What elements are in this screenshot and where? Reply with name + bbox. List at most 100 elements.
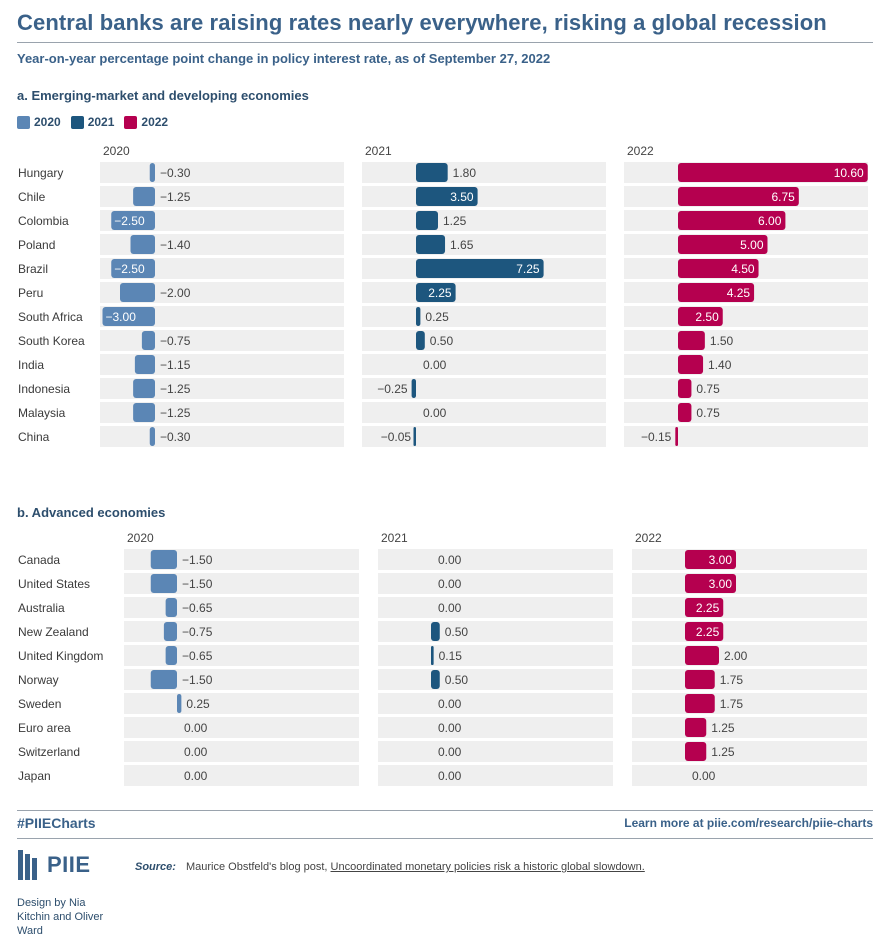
adv-data-label-2020-japan: 0.00 — [184, 769, 208, 783]
adv-bar-2022-united-kingdom — [685, 646, 719, 665]
source-link[interactable]: Uncoordinated monetary policies risk a h… — [330, 861, 645, 873]
adv-data-label-2020-norway: −1.50 — [182, 673, 213, 687]
adv-row-bg-2022-canada — [632, 549, 867, 570]
legend: 2020 2021 2022 — [17, 115, 168, 129]
adv-bar-2020-united-kingdom — [165, 646, 177, 665]
em-row-bg-2021-hungary — [362, 162, 606, 183]
adv-row-bg-2022-australia — [632, 597, 867, 618]
em-bar-2020-south-africa — [102, 307, 155, 326]
chart-title: Central banks are raising rates nearly e… — [17, 10, 827, 35]
em-bar-2021-colombia — [416, 211, 438, 230]
adv-row-label-euro-area: Euro area — [18, 721, 71, 735]
adv-bar-2022-australia — [685, 598, 724, 617]
adv-data-label-2020-australia: −0.65 — [182, 601, 213, 615]
em-data-label-2022-india: 1.40 — [708, 358, 732, 372]
em-data-label-2021-brazil: 7.25 — [516, 262, 540, 276]
em-data-label-2022-colombia: 6.00 — [758, 214, 782, 228]
em-row-label-hungary: Hungary — [18, 166, 63, 180]
em-bar-2021-china — [413, 427, 416, 446]
em-bar-2022-china — [675, 427, 678, 446]
em-column-header-2020: 2020 — [103, 144, 130, 158]
em-data-label-2021-indonesia: −0.25 — [377, 382, 408, 396]
adv-data-label-2022-united-states: 3.00 — [709, 577, 733, 591]
em-row-label-china: China — [18, 430, 50, 444]
em-row-bg-2020-south-africa — [100, 306, 344, 327]
em-row-bg-2022-malaysia — [624, 402, 868, 423]
adv-row-bg-2022-switzerland — [632, 741, 867, 762]
em-row-bg-2022-india — [624, 354, 868, 375]
em-data-label-2020-peru: −2.00 — [160, 286, 191, 300]
em-data-label-2020-south-korea: −0.75 — [160, 334, 191, 348]
em-row-bg-2020-hungary — [100, 162, 344, 183]
em-bar-2022-india — [678, 355, 704, 374]
adv-data-label-2021-canada: 0.00 — [438, 553, 462, 567]
adv-data-label-2022-new-zealand: 2.25 — [696, 625, 720, 639]
em-data-label-2020-poland: −1.40 — [160, 238, 191, 252]
learn-more-link[interactable]: Learn more at piie.com/research/piie-cha… — [624, 816, 873, 830]
em-data-label-2022-china: −0.15 — [641, 430, 672, 444]
em-row-bg-2022-china — [624, 426, 868, 447]
adv-bar-2020-canada — [150, 550, 177, 569]
adv-row-bg-2020-euro-area — [124, 717, 359, 738]
legend-swatch-2022 — [124, 115, 138, 129]
adv-row-bg-2022-sweden — [632, 693, 867, 714]
em-row-bg-2021-india — [362, 354, 606, 375]
em-bar-2022-south-korea — [678, 331, 705, 350]
source-line: Source: Maurice Obstfeld's blog post, Unc… — [135, 861, 645, 873]
legend-label-2022: 2022 — [141, 115, 169, 129]
em-bar-2021-hungary — [416, 163, 448, 182]
adv-column-header-2022: 2022 — [635, 531, 662, 545]
em-bar-2020-south-korea — [141, 331, 155, 350]
em-data-label-2022-poland: 5.00 — [740, 238, 764, 252]
adv-row-bg-2022-new-zealand — [632, 621, 867, 642]
em-row-label-peru: Peru — [18, 286, 43, 300]
adv-data-label-2020-switzerland: 0.00 — [184, 745, 208, 759]
panel-a-title: a. Emerging-market and developing econom… — [17, 88, 309, 103]
adv-data-label-2022-euro-area: 1.25 — [711, 721, 735, 735]
em-column-header-2022: 2022 — [627, 144, 654, 158]
em-bar-2022-south-africa — [678, 307, 723, 326]
em-row-bg-2020-peru — [100, 282, 344, 303]
adv-row-bg-2020-australia — [124, 597, 359, 618]
adv-row-label-switzerland: Switzerland — [18, 745, 80, 759]
em-row-bg-2022-south-africa — [624, 306, 868, 327]
em-row-bg-2020-malaysia — [100, 402, 344, 423]
em-bar-2021-south-africa — [416, 307, 421, 326]
adv-bar-2021-norway — [431, 670, 440, 689]
adv-bar-2020-united-states — [150, 574, 177, 593]
em-row-bg-2021-chile — [362, 186, 606, 207]
em-data-label-2021-chile: 3.50 — [450, 190, 474, 204]
adv-data-label-2020-united-states: −1.50 — [182, 577, 213, 591]
adv-row-label-new-zealand: New Zealand — [18, 625, 89, 639]
adv-row-bg-2021-japan — [378, 765, 613, 786]
em-row-bg-2020-poland — [100, 234, 344, 255]
em-data-label-2022-brazil: 4.50 — [731, 262, 755, 276]
em-row-bg-2020-chile — [100, 186, 344, 207]
em-bar-2020-chile — [133, 187, 155, 206]
em-row-bg-2021-south-africa — [362, 306, 606, 327]
em-bar-2020-hungary — [149, 163, 155, 182]
em-row-bg-2022-south-korea — [624, 330, 868, 351]
em-row-bg-2020-brazil — [100, 258, 344, 279]
adv-row-bg-2020-japan — [124, 765, 359, 786]
em-row-label-south-korea: South Korea — [18, 334, 85, 348]
hashtag[interactable]: #PIIECharts — [17, 815, 96, 831]
adv-data-label-2022-sweden: 1.75 — [720, 697, 744, 711]
em-data-label-2020-indonesia: −1.25 — [160, 382, 191, 396]
em-row-label-india: India — [18, 358, 44, 372]
em-row-bg-2020-india — [100, 354, 344, 375]
em-data-label-2021-poland: 1.65 — [450, 238, 474, 252]
em-bar-2022-malaysia — [678, 403, 692, 422]
em-data-label-2021-india: 0.00 — [423, 358, 447, 372]
adv-row-bg-2021-canada — [378, 549, 613, 570]
em-row-label-chile: Chile — [18, 190, 46, 204]
adv-row-bg-2021-euro-area — [378, 717, 613, 738]
adv-row-bg-2022-euro-area — [632, 717, 867, 738]
adv-row-bg-2020-new-zealand — [124, 621, 359, 642]
em-row-label-poland: Poland — [18, 238, 55, 252]
adv-row-bg-2022-united-states — [632, 573, 867, 594]
footer-bottom-rule — [17, 838, 873, 839]
em-row-bg-2021-peru — [362, 282, 606, 303]
adv-row-bg-2021-norway — [378, 669, 613, 690]
em-data-label-2021-south-africa: 0.25 — [425, 310, 449, 324]
